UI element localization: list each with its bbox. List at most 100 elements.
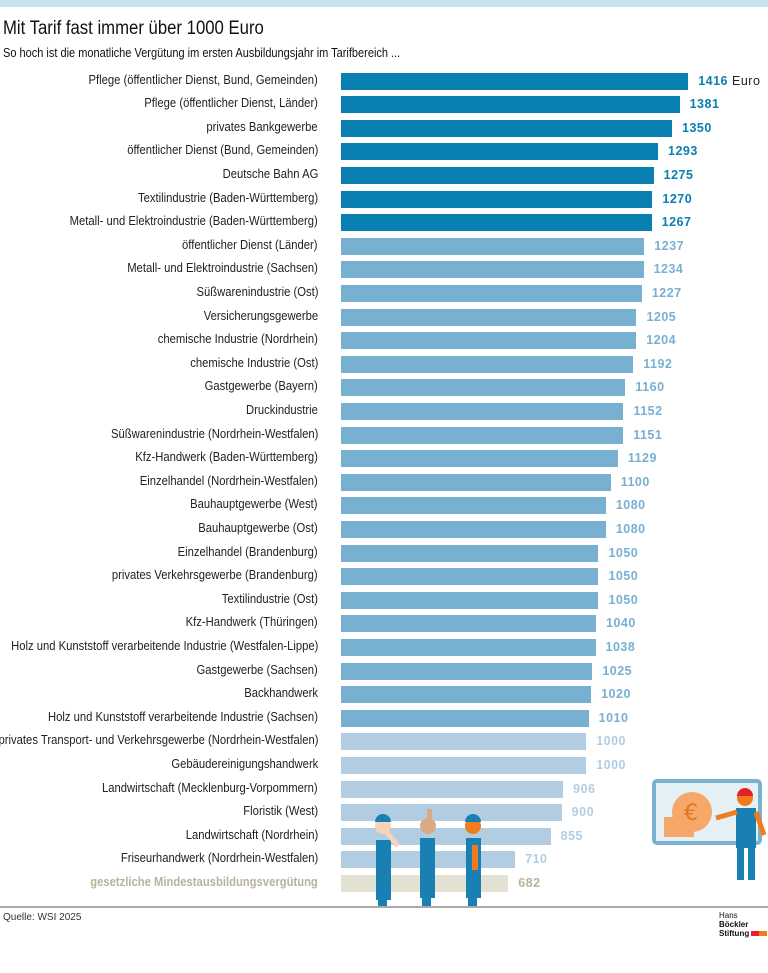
bar: [341, 308, 637, 326]
value-label: 1270: [662, 192, 692, 206]
source-note: Quelle: WSI 2025: [3, 912, 82, 923]
bar: [341, 402, 624, 420]
category-label: Kfz-Handwerk (Thüringen): [186, 615, 318, 630]
category-label: Druckindustrie: [246, 402, 318, 417]
value-label: 1227: [652, 286, 682, 300]
unit-label: Euro: [732, 73, 761, 88]
value-text: 1293: [668, 144, 698, 159]
value-label: 1204: [646, 333, 676, 347]
value-text: 1160: [635, 380, 665, 395]
category-label: Pflege (öffentlicher Dienst, Bund, Gemei…: [88, 72, 318, 87]
value-text: 1010: [598, 710, 629, 725]
category-label: Textilindustrie (Baden-Württemberg): [137, 190, 318, 205]
value-label: 1151: [633, 428, 662, 442]
bar: [341, 119, 673, 137]
category-label: Deutsche Bahn AG: [222, 166, 318, 181]
value-text: 1020: [601, 687, 631, 702]
logo-text: Böckler: [719, 920, 749, 929]
value-label: 1152: [633, 404, 662, 418]
value-label: 900: [572, 805, 594, 819]
value-text: 900: [571, 805, 595, 820]
value-label: 1205: [646, 310, 676, 324]
bar: [341, 804, 562, 822]
value-label: 710: [525, 852, 547, 866]
bar: [341, 874, 509, 892]
bar: [341, 473, 611, 491]
category-label: Landwirtschaft (Nordrhein): [185, 827, 318, 842]
bar: [341, 638, 596, 656]
bar: [341, 214, 652, 232]
value-text: 1152: [633, 403, 663, 418]
value-text: 1050: [608, 545, 639, 560]
value-label: 1000: [596, 734, 626, 748]
value-label: 1025: [602, 664, 632, 678]
value-text: 1025: [602, 663, 633, 678]
category-label: Kfz-Handwerk (Baden-Württemberg): [135, 450, 318, 465]
bar: [341, 284, 642, 302]
category-label: Bauhauptgewerbe (West): [190, 497, 318, 512]
chart-subtitle: So hoch ist die monatliche Vergütung im …: [3, 46, 401, 60]
chart-title: Mit Tarif fast immer über 1000 Euro: [3, 18, 264, 39]
value-label: 1293: [668, 144, 698, 158]
category-label: privates Verkehrsgewerbe (Brandenburg): [112, 568, 318, 583]
value-text: 1050: [608, 569, 639, 584]
bar: [341, 190, 653, 208]
value-text: 1040: [606, 616, 636, 631]
value-label: 1010: [599, 711, 629, 725]
category-label: Holz und Kunststoff verarbeitende Indust…: [10, 638, 318, 653]
top-bar: [0, 0, 768, 7]
category-label: Landwirtschaft (Mecklenburg-Vorpommern): [102, 780, 318, 795]
value-label: 1100: [621, 475, 650, 489]
category-label: Süßwarenindustrie (Nordrhein-Westfalen): [110, 426, 318, 441]
category-label: gesetzliche Mindestausbildungsvergütung: [90, 874, 318, 889]
bar: [341, 733, 587, 751]
bar: [341, 426, 624, 444]
value-label: 1350: [682, 121, 712, 135]
value-text: 1234: [653, 262, 684, 277]
value-text: 682: [518, 875, 541, 890]
value-text: 855: [560, 828, 583, 843]
bar: [341, 544, 599, 562]
category-label: Textilindustrie (Ost): [221, 591, 318, 606]
category-label: privates Transport- und Verkehrsgewerbe …: [0, 733, 318, 748]
value-text: 1080: [615, 521, 646, 536]
category-label: Gastgewerbe (Bayern): [204, 379, 318, 394]
value-text: 1204: [646, 333, 677, 348]
category-label: Süßwarenindustrie (Ost): [196, 284, 318, 299]
value-label: 1040: [606, 616, 636, 630]
logo-text: Hans: [719, 911, 738, 920]
bar: [341, 237, 645, 255]
value-label: 682: [518, 876, 540, 890]
value-label: 1267: [662, 215, 692, 229]
bar: [341, 615, 596, 633]
value-text: 1000: [596, 734, 626, 749]
category-label: öffentlicher Dienst (Bund, Gemeinden): [126, 143, 318, 158]
category-label: Einzelhandel (Brandenburg): [177, 544, 318, 559]
bar: [341, 143, 659, 161]
value-text: 1237: [654, 238, 685, 253]
value-text: 710: [525, 852, 548, 867]
value-text: 1275: [663, 167, 694, 182]
value-text: 1381: [689, 97, 720, 112]
value-label: 1416 Euro: [698, 74, 760, 88]
value-text: 1192: [643, 356, 673, 371]
bar: [341, 827, 551, 845]
value-label: 1080: [616, 498, 646, 512]
value-label: 1050: [608, 569, 638, 583]
value-label: 1050: [608, 593, 638, 607]
category-label: chemische Industrie (Ost): [189, 355, 318, 370]
value-text: 1205: [646, 309, 677, 324]
bar: [341, 166, 654, 184]
bar: [341, 662, 593, 680]
bar: [341, 780, 564, 798]
value-text: 1000: [596, 757, 626, 772]
category-label: Einzelhandel (Nordrhein-Westfalen): [139, 473, 318, 488]
value-text: 1050: [608, 592, 639, 607]
value-label: 1160: [635, 380, 664, 394]
category-label: chemische Industrie (Nordrhein): [157, 332, 318, 347]
value-label: 1192: [643, 357, 672, 371]
value-text: 1151: [633, 427, 663, 442]
bar: [341, 591, 599, 609]
value-text: 1267: [661, 215, 692, 230]
